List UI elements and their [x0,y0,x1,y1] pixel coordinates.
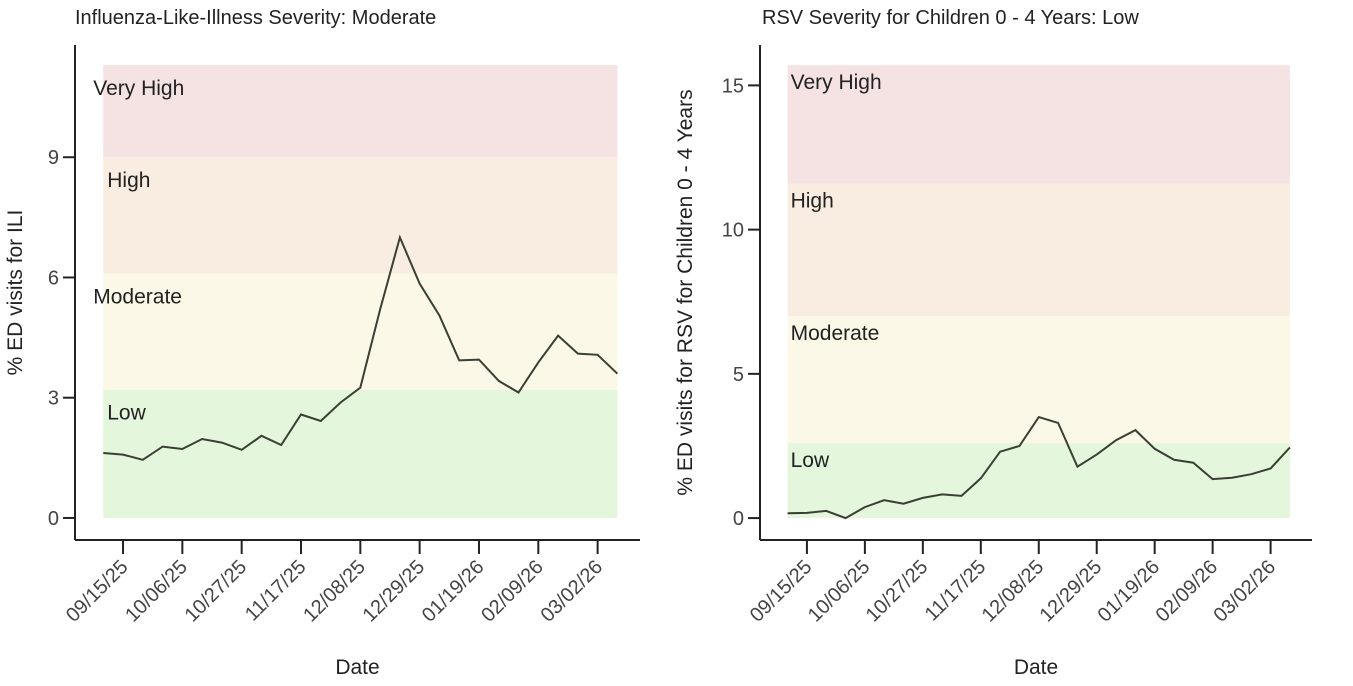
x-tick-label: 02/09/26 [477,556,548,627]
x-tick-label: 10/06/25 [121,556,192,627]
x-tick-label: 03/02/26 [537,556,608,627]
y-tick-label: 9 [48,147,59,169]
x-axis-title: Date [335,656,379,679]
x-tick-label: 09/15/25 [746,556,817,627]
y-tick-label: 5 [733,364,744,386]
severity-band [103,157,618,274]
severity-band [103,389,618,518]
band-label: Very High [791,71,882,94]
x-tick-label: 12/29/25 [1036,556,1107,627]
severity-band [787,65,1290,184]
severity-band [787,183,1290,317]
severity-band [787,316,1290,444]
x-tick-label: 12/08/25 [978,556,1049,627]
x-tick-label: 01/19/26 [418,556,489,627]
band-label: High [791,189,834,212]
y-axis-title: % ED visits for ILI [4,210,27,376]
x-tick-label: 12/08/25 [299,556,370,627]
chart-title: RSV Severity for Children 0 - 4 Years: L… [762,7,1139,29]
chart-title: Influenza-Like-Illness Severity: Moderat… [75,7,436,29]
band-label: High [107,169,150,192]
x-tick-label: 11/17/25 [241,556,311,626]
x-tick-label: 10/27/25 [181,556,252,627]
x-tick-label: 11/17/25 [921,556,991,626]
x-tick-label: 01/19/26 [1094,556,1165,627]
data-line [787,415,1291,520]
y-tick-label: 6 [48,267,59,289]
band-label: Low [791,449,830,472]
severity-band [787,443,1290,519]
x-tick-label: 09/15/25 [62,556,133,627]
band-label: Moderate [791,322,880,345]
x-tick-label: 10/27/25 [862,556,933,627]
y-tick-label: 3 [48,388,59,410]
y-tick-label: 15 [722,75,744,97]
severity-band [103,65,618,158]
x-tick-label: 03/02/26 [1210,556,1281,627]
band-label: Low [107,402,146,425]
band-label: Moderate [93,285,182,308]
y-tick-label: 0 [48,508,59,530]
y-axis-title: % ED visits for RSV for Children 0 - 4 Y… [674,89,697,495]
x-axis-title: Date [1014,656,1058,679]
x-tick-label: 02/09/26 [1152,556,1223,627]
x-tick-label: 12/29/25 [359,556,430,627]
x-tick-label: 10/06/25 [804,556,875,627]
data-line [103,234,619,461]
y-tick-label: 0 [733,508,744,530]
y-tick-label: 10 [722,220,744,242]
severity-band [103,273,618,390]
band-label: Very High [93,77,184,100]
